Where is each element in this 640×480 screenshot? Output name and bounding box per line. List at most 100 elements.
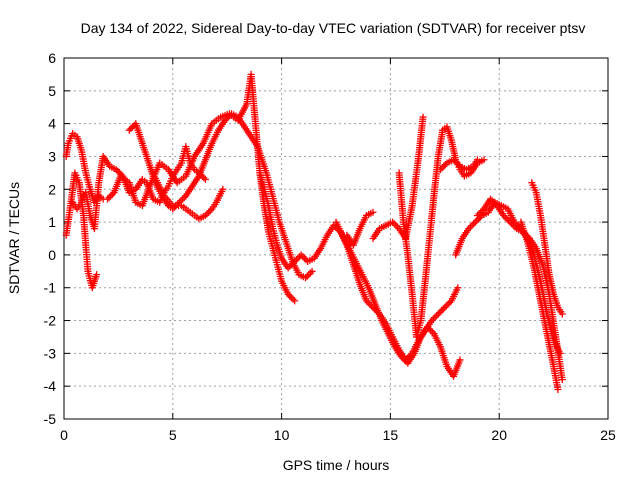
data-point xyxy=(389,218,397,226)
data-point xyxy=(438,164,446,172)
data-point xyxy=(419,113,427,121)
data-point xyxy=(206,207,214,215)
data-point xyxy=(466,223,474,231)
data-point xyxy=(200,174,208,182)
data-point xyxy=(107,192,115,200)
data-point xyxy=(201,212,209,220)
data-point xyxy=(115,169,123,177)
data-point xyxy=(475,210,483,218)
data-point xyxy=(554,385,562,393)
data-point xyxy=(397,353,405,361)
grid xyxy=(64,58,608,419)
data-point xyxy=(465,225,473,233)
data-point xyxy=(299,253,307,261)
data-point xyxy=(201,175,209,183)
data-point xyxy=(423,323,431,331)
data-point xyxy=(291,257,299,265)
data-point xyxy=(369,208,377,216)
chart-title: Day 134 of 2022, Sidereal Day-to-day VTE… xyxy=(81,20,586,36)
data-point xyxy=(470,220,478,228)
series-arc-9 xyxy=(369,113,427,242)
data-point xyxy=(302,274,310,282)
data-point xyxy=(286,262,294,270)
data-point xyxy=(558,376,566,384)
data-point xyxy=(501,213,509,221)
y-tick-label: 3 xyxy=(48,148,56,164)
data-point xyxy=(401,356,409,364)
series-arc-7 xyxy=(332,218,464,380)
data-point xyxy=(453,159,461,167)
data-point xyxy=(488,197,496,205)
data-point xyxy=(179,195,187,203)
data-point xyxy=(306,269,314,277)
data-point xyxy=(180,193,188,201)
data-points xyxy=(62,70,566,393)
data-point xyxy=(300,254,308,262)
data-point xyxy=(441,303,449,311)
data-point xyxy=(224,113,232,121)
data-point xyxy=(429,315,437,323)
data-point xyxy=(480,156,488,164)
data-point xyxy=(308,267,316,275)
x-tick-label: 25 xyxy=(600,427,616,443)
y-tick-label: -4 xyxy=(44,378,57,394)
data-point xyxy=(454,161,462,169)
data-point xyxy=(219,185,227,193)
data-point xyxy=(500,212,508,220)
data-point xyxy=(287,294,295,302)
data-point xyxy=(446,298,454,306)
data-point xyxy=(471,218,479,226)
data-point xyxy=(93,271,101,279)
data-point xyxy=(114,167,122,175)
data-point xyxy=(390,220,398,228)
y-tick-label: 0 xyxy=(48,247,56,263)
data-point xyxy=(297,251,305,259)
x-tick-label: 5 xyxy=(169,427,177,443)
data-point xyxy=(393,223,401,231)
data-point xyxy=(108,190,116,198)
data-point xyxy=(104,195,112,203)
data-point xyxy=(364,298,372,306)
data-point xyxy=(286,292,294,300)
y-tick-label: 5 xyxy=(48,83,56,99)
series-arc-8 xyxy=(343,208,377,249)
series-arc-15 xyxy=(517,218,562,393)
data-point xyxy=(305,271,313,279)
y-tick-label: -3 xyxy=(44,345,57,361)
plot-frame xyxy=(63,57,609,420)
data-point xyxy=(442,302,450,310)
data-point xyxy=(284,290,292,298)
data-point xyxy=(425,325,433,333)
data-point xyxy=(478,207,486,215)
y-tick-label: -2 xyxy=(44,313,57,329)
series-arc-14 xyxy=(528,179,566,318)
x-axis-label: GPS time / hours xyxy=(283,457,390,473)
data-point xyxy=(506,218,514,226)
y-tick-label: 4 xyxy=(48,116,56,132)
x-tick-label: 20 xyxy=(491,427,507,443)
data-point xyxy=(508,220,516,228)
data-point xyxy=(303,272,311,280)
data-point xyxy=(440,162,448,170)
data-point xyxy=(436,166,444,174)
data-point xyxy=(292,256,300,264)
data-point xyxy=(433,312,441,320)
data-point xyxy=(468,221,476,229)
data-point xyxy=(456,356,464,364)
data-point xyxy=(444,300,452,308)
series-arc-11 xyxy=(436,156,481,174)
data-point xyxy=(436,308,444,316)
data-point xyxy=(428,328,436,336)
data-point xyxy=(125,126,133,134)
data-point xyxy=(289,259,297,267)
axis-ticks: 0 5 10 15 20 25 -5 -4 -3 -2 -1 0 1 2 3 4 5 6 xyxy=(44,50,616,443)
data-point xyxy=(434,310,442,318)
data-point xyxy=(441,161,449,169)
data-point xyxy=(486,195,494,203)
data-point xyxy=(490,198,498,206)
series-arc-5 xyxy=(147,166,227,223)
y-tick-label: -5 xyxy=(44,411,57,427)
data-point xyxy=(117,171,125,179)
y-tick-label: -1 xyxy=(44,280,57,296)
data-point xyxy=(503,215,511,223)
